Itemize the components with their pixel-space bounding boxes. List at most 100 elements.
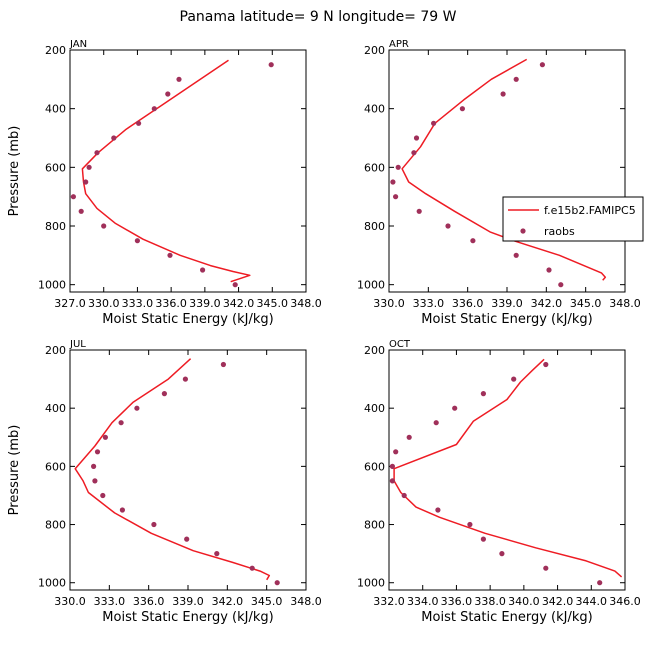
obs-point	[176, 76, 182, 82]
obs-point	[214, 551, 220, 557]
obs-point	[500, 91, 506, 97]
x-tick-label: 342.0	[531, 297, 563, 310]
x-tick-label: 345.0	[257, 297, 289, 310]
y-axis-label: Pressure (mb)	[7, 126, 22, 217]
obs-point	[111, 135, 117, 141]
y-tick-label: 400	[364, 402, 385, 415]
obs-point	[558, 282, 564, 288]
x-tick-label: 330.0	[373, 297, 405, 310]
obs-point	[94, 150, 100, 156]
obs-point	[249, 565, 255, 571]
obs-point	[184, 536, 190, 542]
plot-frame	[69, 349, 307, 591]
y-tick-label: 1000	[38, 279, 66, 292]
x-tick-label: 339.0	[491, 297, 523, 310]
x-axis-label: Moist Static Energy (kJ/kg)	[421, 312, 592, 327]
plot-frame	[69, 49, 307, 293]
obs-point	[467, 521, 473, 528]
legend-model-label: f.e15b2.FAMIPC5	[544, 204, 636, 217]
obs-point	[513, 252, 519, 258]
panel-oct: OCT 332.0 334.0 336.0 338.0 340.0 342.0 344.0 34…	[357, 339, 641, 625]
y-tick-label: 400	[45, 103, 66, 116]
y-axis-label: Pressure (mb)	[7, 425, 22, 516]
y-tick-label: 1000	[357, 279, 385, 292]
series-model-line	[393, 358, 623, 578]
x-tick-label: 348.0	[290, 595, 322, 608]
obs-point	[499, 551, 505, 557]
obs-point	[274, 580, 280, 586]
x-tick-label: 333.0	[94, 595, 126, 608]
series-model-line	[74, 358, 271, 581]
obs-point	[513, 76, 519, 82]
obs-point	[167, 252, 173, 258]
x-tick-label: 344.0	[576, 595, 608, 608]
obs-point	[200, 267, 206, 273]
panel-title: APR	[389, 39, 409, 50]
obs-point	[83, 179, 89, 185]
x-axis-label: Moist Static Energy (kJ/kg)	[102, 610, 273, 625]
y-tick-label: 200	[364, 44, 385, 57]
obs-point	[86, 164, 92, 170]
y-tick-label: 400	[364, 103, 385, 116]
y-tick-label: 200	[45, 44, 66, 57]
obs-point	[390, 179, 396, 185]
panel-apr: APR 330.0 333.0 336.0 339.0 342.0 345.0 348.0 20…	[357, 39, 641, 327]
x-axis-label: Moist Static Energy (kJ/kg)	[421, 610, 592, 625]
obs-point	[597, 580, 603, 586]
obs-point	[92, 478, 98, 484]
x-tick-label: 345.0	[570, 297, 602, 310]
y-tick-label: 200	[364, 344, 385, 357]
x-tick-label: 330.0	[54, 595, 86, 608]
series-model-line	[81, 59, 251, 283]
x-tick-label: 333.0	[413, 297, 445, 310]
obs-point	[389, 463, 395, 469]
obs-point	[118, 420, 124, 426]
obs-point	[413, 135, 420, 141]
x-tick-label: 342.0	[212, 595, 244, 608]
y-tick-label: 200	[45, 344, 66, 357]
y-tick-label: 600	[364, 460, 385, 473]
obs-point	[435, 507, 441, 513]
y-tick-label: 800	[45, 519, 66, 532]
obs-point	[220, 361, 226, 368]
x-tick-label: 348.0	[609, 297, 641, 310]
y-tick-label: 800	[364, 519, 385, 532]
obs-point	[452, 405, 458, 411]
obs-point	[445, 223, 451, 229]
legend-obs-label: raobs	[544, 225, 575, 238]
x-tick-label: 336.0	[452, 297, 484, 310]
figure-title: Panama latitude= 9 N longitude= 79 W	[180, 9, 457, 25]
obs-point	[401, 492, 407, 499]
legend-box	[502, 196, 644, 242]
obs-point	[70, 194, 76, 200]
panel-title: OCT	[389, 339, 411, 350]
x-tick-label: 336.0	[441, 595, 473, 608]
obs-point	[406, 434, 412, 440]
obs-point	[543, 361, 549, 368]
obs-point	[459, 106, 465, 112]
obs-point	[102, 434, 108, 440]
obs-point	[431, 120, 437, 126]
x-tick-label: 339.0	[172, 595, 204, 608]
legend: f.e15b2.FAMIPC5 raobs	[502, 196, 644, 242]
legend-obs-marker	[520, 228, 526, 234]
obs-point	[94, 449, 101, 455]
series-model-line	[401, 58, 607, 281]
obs-point	[161, 391, 167, 397]
y-tick-label: 400	[45, 402, 66, 415]
obs-point	[134, 405, 140, 411]
y-tick-label: 1000	[38, 577, 66, 590]
obs-point	[119, 507, 125, 513]
obs-point	[543, 565, 549, 571]
obs-point	[389, 478, 395, 484]
x-tick-label: 348.0	[290, 297, 322, 310]
x-tick-label: 342.0	[542, 595, 574, 608]
obs-point	[232, 282, 238, 288]
x-tick-label: 340.0	[508, 595, 540, 608]
panel-title: JAN	[69, 39, 87, 50]
x-axis-label: Moist Static Energy (kJ/kg)	[102, 312, 273, 327]
panel-title: JUL	[69, 339, 86, 350]
x-tick-label: 332.0	[373, 595, 405, 608]
plot-frame	[388, 49, 626, 293]
